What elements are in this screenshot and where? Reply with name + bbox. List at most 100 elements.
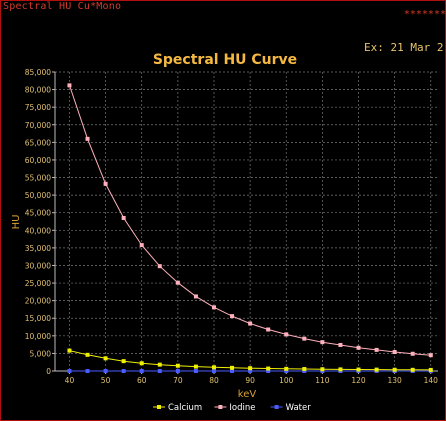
iodine-data-point: [428, 353, 433, 358]
y-axis-label: HU: [11, 215, 22, 230]
iodine-data-point: [103, 181, 108, 186]
x-axis-label: keV: [238, 389, 257, 400]
chart-title: Spectral HU Curve: [153, 52, 297, 68]
calcium-data-point: [284, 366, 289, 371]
x-tick-label: 100: [279, 376, 294, 385]
water-data-point: [103, 369, 108, 373]
calcium-data-point: [428, 367, 433, 372]
calcium-data-point: [67, 348, 72, 353]
water-data-point: [157, 369, 162, 373]
iodine-data-point: [320, 340, 325, 345]
y-tick-label: 5,000: [30, 349, 52, 358]
y-tick-label: 80,000: [25, 86, 51, 95]
calcium-data-point: [410, 367, 415, 372]
water-data-point: [67, 369, 72, 373]
calcium-legend-marker: [157, 405, 161, 409]
water-data-point: [266, 369, 271, 373]
water-data-point: [121, 369, 126, 373]
calcium-data-point: [175, 363, 180, 368]
calcium-data-point: [121, 359, 126, 364]
iodine-data-point: [67, 83, 72, 88]
x-tick-label: 60: [137, 376, 147, 385]
calcium-data-point: [302, 367, 307, 372]
calcium-data-point: [193, 364, 198, 369]
water-data-point: [248, 369, 253, 373]
iodine-data-point: [410, 351, 415, 356]
water-legend-label: Water: [286, 403, 312, 413]
iodine-data-point: [193, 294, 198, 299]
grid-lines: [55, 71, 438, 372]
iodine-data-point: [356, 345, 361, 350]
y-tick-label: 0: [46, 367, 51, 376]
water-data-point: [85, 369, 90, 373]
y-tick-label: 70,000: [25, 121, 51, 130]
calcium-data-point: [139, 361, 144, 366]
water-data-point: [284, 369, 289, 373]
data-series: [67, 83, 433, 373]
water-data-point: [139, 369, 144, 373]
y-tick-label: 60,000: [25, 156, 51, 165]
calcium-data-point: [211, 365, 216, 370]
x-tick-label: 80: [209, 376, 219, 385]
calcium-data-point: [230, 365, 235, 370]
y-tick-label: 15,000: [25, 314, 51, 323]
y-tick-label: 85,000: [25, 68, 51, 77]
calcium-data-point: [392, 367, 397, 372]
x-tick-label: 70: [173, 376, 183, 385]
window-title: Spectral HU Cu*Mono: [3, 1, 122, 12]
x-tick-label: 40: [65, 376, 75, 385]
iodine-data-point: [85, 136, 90, 141]
iodine-data-point: [211, 305, 216, 310]
x-tick-label: 90: [245, 376, 255, 385]
water-data-point: [193, 369, 198, 373]
y-tick-label: 30,000: [25, 261, 51, 270]
y-tick-label: 35,000: [25, 244, 51, 253]
exam-date: Ex: 21 Mar 2: [364, 41, 444, 54]
x-tick-label: 140: [424, 376, 439, 385]
iodine-legend-label: Iodine: [229, 403, 255, 413]
legend: Calcium Iodine Water: [153, 403, 311, 413]
iodine-data-point: [139, 243, 144, 248]
iodine-legend-marker: [218, 405, 223, 409]
iodine-data-point: [248, 321, 253, 326]
calcium-data-point: [356, 367, 361, 372]
iodine-data-point: [266, 327, 271, 332]
y-tick-label: 65,000: [25, 138, 51, 147]
iodine-data-point: [392, 350, 397, 355]
y-tick-label: 55,000: [25, 174, 51, 183]
axes: [52, 71, 438, 374]
masked-patient-info: *******: [403, 9, 446, 20]
water-legend-marker: [274, 405, 279, 409]
y-tick-label: 75,000: [25, 103, 51, 112]
y-tick-label: 45,000: [25, 209, 51, 218]
y-tick-label: 25,000: [25, 279, 51, 288]
x-tick-label: 130: [387, 376, 402, 385]
calcium-data-point: [320, 367, 325, 372]
calcium-data-point: [374, 367, 379, 372]
y-tick-label: 20,000: [25, 297, 51, 306]
calcium-data-point: [248, 366, 253, 371]
y-tick-label: 50,000: [25, 191, 51, 200]
y-tick-label: 40,000: [25, 226, 51, 235]
water-data-point: [175, 369, 180, 373]
calcium-data-point: [338, 367, 343, 372]
water-data-point: [230, 369, 235, 373]
y-tick-label: 10,000: [25, 332, 51, 341]
iodine-data-point: [302, 336, 307, 341]
calcium-data-point: [157, 362, 162, 367]
iodine-data-point: [374, 347, 379, 352]
iodine-data-point: [230, 314, 235, 319]
calcium-data-point: [103, 356, 108, 361]
water-data-point: [211, 369, 216, 373]
iodine-data-point: [338, 342, 343, 347]
iodine-data-point: [121, 215, 126, 220]
x-tick-label: 110: [315, 376, 330, 385]
iodine-data-point: [284, 332, 289, 337]
tick-labels: 0 5,000 10,000 15,000 20,000 25,000 30,000 35,0…: [25, 68, 438, 385]
calcium-data-point: [266, 366, 271, 371]
calcium-legend-label: Calcium: [168, 403, 202, 413]
iodine-data-point: [175, 280, 180, 285]
iodine-data-point: [157, 264, 162, 269]
x-tick-label: 50: [101, 376, 111, 385]
